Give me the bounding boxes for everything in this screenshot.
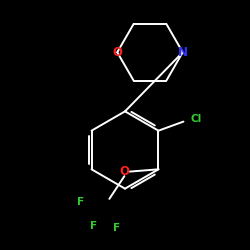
Text: F: F [77, 197, 84, 207]
Text: O: O [112, 46, 122, 59]
Text: Cl: Cl [190, 114, 202, 124]
Text: F: F [90, 221, 98, 231]
Text: F: F [113, 223, 120, 233]
Text: O: O [119, 165, 129, 178]
Text: N: N [178, 46, 188, 59]
